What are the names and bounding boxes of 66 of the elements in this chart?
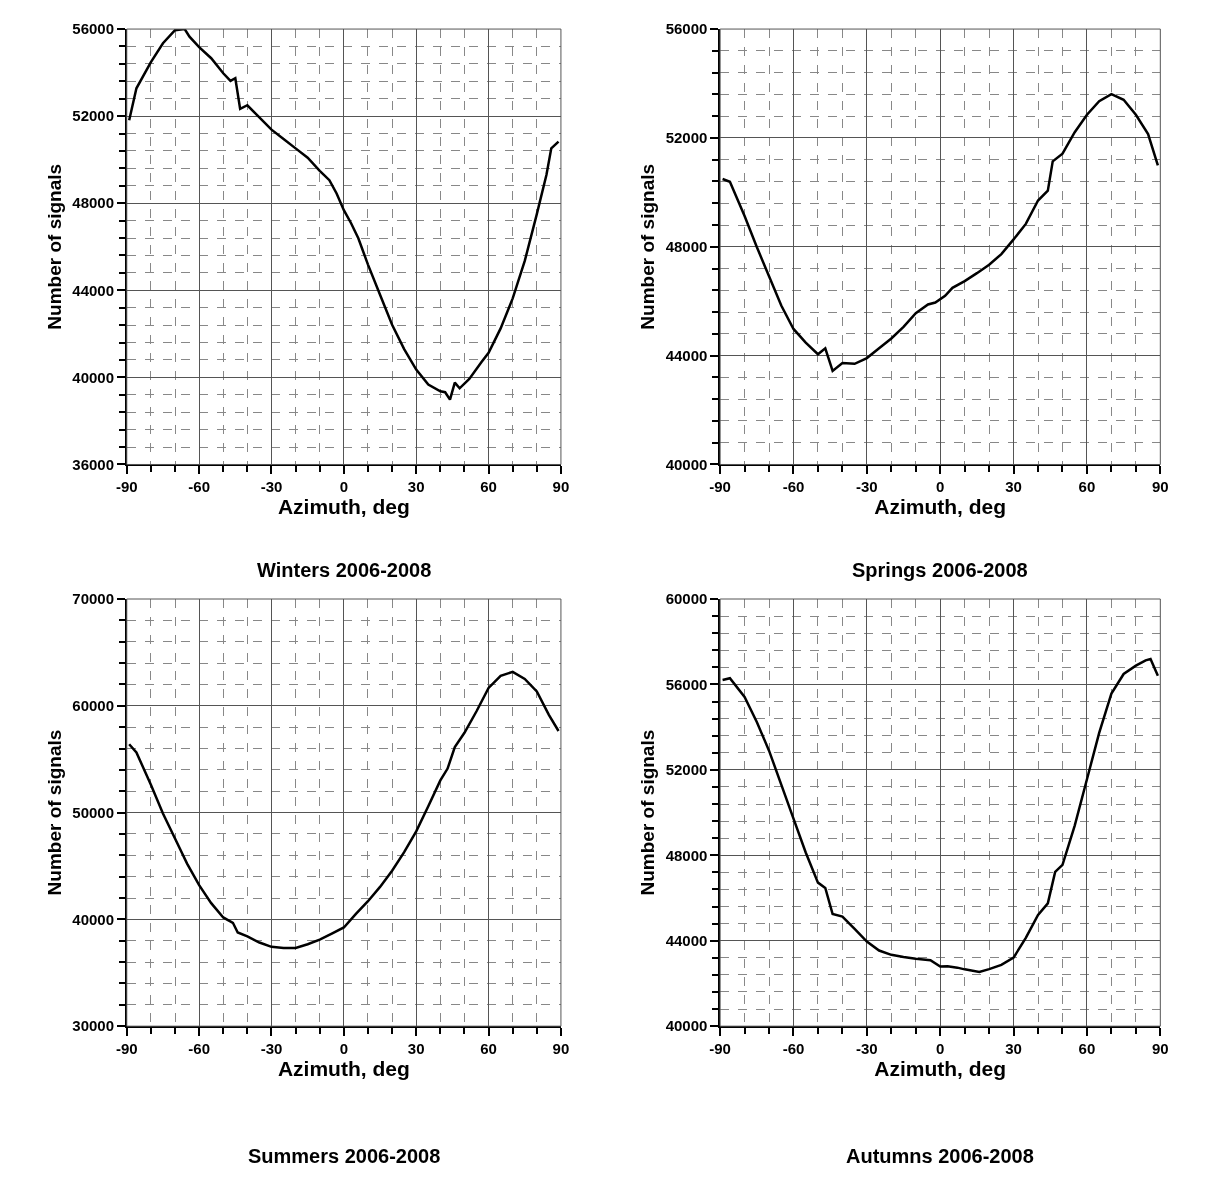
y-tick-label: 48000 [665, 238, 708, 256]
x-tick-label: -90 [709, 1039, 731, 1057]
line-series [127, 29, 560, 401]
y-tick-label: 52000 [665, 761, 708, 779]
x-tick-label: 90 [552, 1039, 570, 1057]
x-tick-label: -60 [782, 1039, 805, 1057]
x-tick-label: -90 [709, 478, 731, 496]
x-tick-label: -60 [188, 478, 210, 496]
x-tick-label: 60 [1078, 478, 1096, 496]
y-tick-label: 40000 [665, 455, 708, 473]
x-axis-title: Azimuth, deg [874, 495, 1007, 519]
x-tick-label: 30 [407, 478, 425, 496]
y-axis-title: Number of signals [637, 163, 659, 330]
x-tick-label: 0 [339, 1039, 349, 1057]
x-tick-label: -90 [115, 1039, 138, 1057]
text: Autumns 2006-2008 [846, 1145, 1034, 1167]
x-tick-label: 60 [480, 478, 497, 496]
x-axis-title: Azimuth, deg [277, 1056, 410, 1080]
y-tick-label: 44000 [665, 931, 708, 949]
y-axis-title: Number of signals [43, 729, 65, 896]
y-tick-label: 40000 [72, 910, 115, 928]
x-tick-label: 30 [1005, 478, 1022, 496]
y-tick-label: 40000 [72, 368, 115, 386]
x-tick-label: 60 [1078, 1039, 1096, 1057]
y-tick-label: 44000 [72, 281, 115, 299]
x-tick-label: 30 [407, 1039, 425, 1057]
text: Summers 2006-2008 [248, 1145, 441, 1167]
x-tick-label: -30 [856, 478, 878, 496]
x-tick-label: 60 [480, 1039, 497, 1057]
line-series [127, 670, 560, 950]
y-tick-label: 40000 [665, 1017, 708, 1035]
y-tick-label: 56000 [665, 20, 708, 38]
y-axis-title: Number of signals [43, 163, 65, 330]
x-tick-label: 0 [936, 478, 945, 496]
x-tick-label: -60 [188, 1039, 210, 1057]
x-tick-label: 0 [936, 1039, 945, 1057]
y-tick-label: 56000 [665, 675, 708, 693]
y-tick-label: 52000 [72, 107, 115, 125]
x-tick-label: -90 [115, 478, 138, 496]
x-tick-label: -30 [856, 1039, 878, 1057]
y-tick-label: 70000 [72, 590, 115, 608]
x-tick-label: 0 [339, 478, 349, 496]
x-tick-label: 90 [552, 478, 570, 496]
x-tick-label: 30 [1005, 1039, 1022, 1057]
y-tick-label: 60000 [665, 590, 708, 608]
text: Springs 2006-2008 [852, 559, 1028, 581]
x-axis-title: Azimuth, deg [277, 495, 410, 519]
y-tick-label: 52000 [665, 129, 708, 147]
y-tick-label: 50000 [72, 803, 115, 821]
y-tick-label: 48000 [72, 194, 115, 212]
y-tick-label: 56000 [72, 20, 115, 38]
x-tick-label: -30 [260, 1039, 283, 1057]
line-series [721, 657, 1160, 974]
y-tick-label: 44000 [665, 346, 708, 364]
text: Winters 2006-2008 [257, 559, 432, 581]
y-tick-label: 36000 [72, 455, 115, 473]
x-tick-label: 90 [1151, 478, 1169, 496]
y-tick-label: 60000 [72, 697, 115, 715]
x-axis-title: Azimuth, deg [874, 1056, 1007, 1080]
line-series [721, 92, 1160, 373]
y-axis-title: Number of signals [637, 729, 659, 896]
y-tick-label: 30000 [72, 1017, 115, 1035]
x-tick-label: -30 [260, 478, 283, 496]
y-tick-label: 48000 [665, 846, 708, 864]
x-tick-label: 90 [1151, 1039, 1169, 1057]
x-tick-label: -60 [782, 478, 805, 496]
